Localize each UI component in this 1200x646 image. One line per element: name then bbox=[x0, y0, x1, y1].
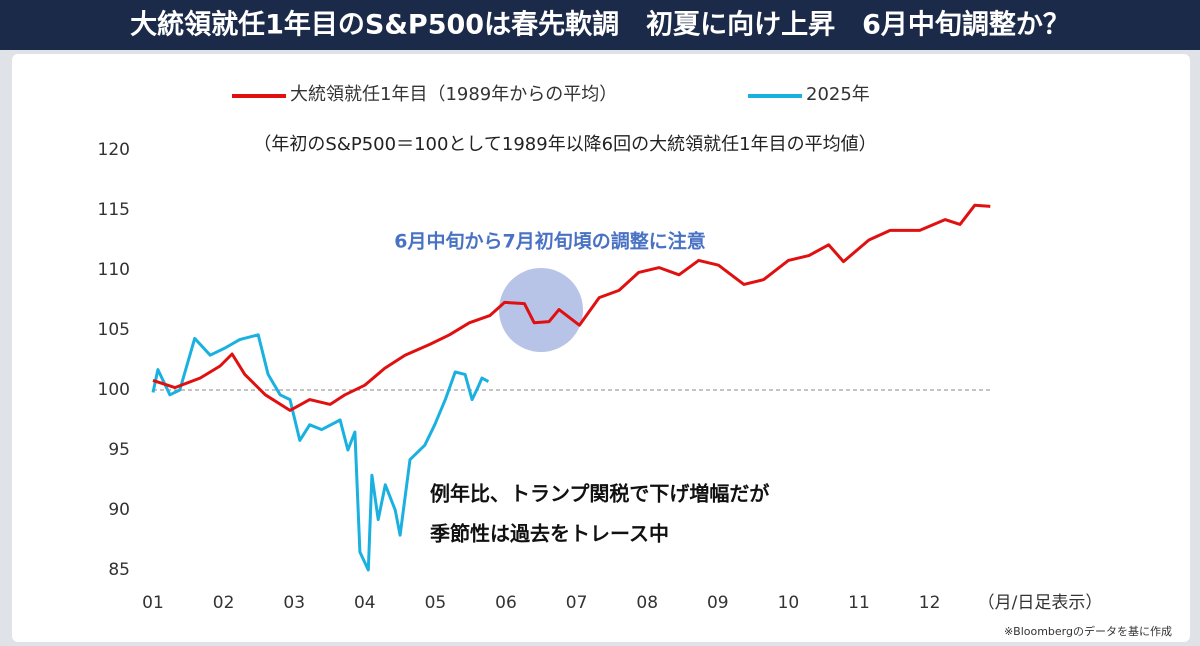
x-tick-label: 03 bbox=[283, 593, 305, 613]
x-tick-label: 10 bbox=[778, 593, 800, 613]
y-tick-label: 110 bbox=[98, 260, 130, 280]
x-tick-label: 02 bbox=[213, 593, 235, 613]
y-tick-label: 85 bbox=[108, 560, 130, 580]
x-tick-label: 07 bbox=[566, 593, 588, 613]
line-series bbox=[152, 203, 991, 412]
x-tick-label: 06 bbox=[495, 593, 517, 613]
line-series bbox=[151, 333, 490, 572]
subtitle: （年初のS&P500＝100として1989年以降6回の大統領就任1年目の平均値） bbox=[253, 134, 876, 155]
source: ※Bloombergのデータを基に作成 bbox=[1004, 624, 1172, 638]
plot-panel bbox=[12, 54, 1190, 642]
annotation: 例年比、トランプ関税で下げ増幅だが bbox=[430, 482, 769, 506]
annotation: 6月中旬から7月初旬頃の調整に注意 bbox=[394, 230, 705, 253]
x-axis-label: （月/日足表示） bbox=[978, 593, 1103, 613]
y-tick-label: 120 bbox=[98, 140, 130, 160]
x-tick-label: 11 bbox=[848, 593, 870, 613]
annotation: 季節性は過去をトレース中 bbox=[429, 522, 669, 546]
y-tick-label: 90 bbox=[108, 500, 130, 520]
highlight-circle bbox=[499, 268, 583, 352]
y-tick-label: 100 bbox=[98, 380, 130, 400]
legend-label: 大統領就任1年目（1989年からの平均） bbox=[290, 84, 617, 105]
x-tick-label: 05 bbox=[425, 593, 447, 613]
title-bar bbox=[0, 0, 1200, 50]
legend-label: 2025年 bbox=[806, 84, 870, 105]
x-tick-label: 12 bbox=[919, 593, 941, 613]
x-tick-label: 04 bbox=[354, 593, 376, 613]
chart-title: 大統領就任1年目のS&P500は春先軟調 初夏に向け上昇 6月中旬調整か？ bbox=[130, 9, 1070, 41]
y-tick-label: 95 bbox=[108, 440, 130, 460]
x-tick-label: 01 bbox=[142, 593, 164, 613]
y-tick-label: 105 bbox=[98, 320, 130, 340]
x-tick-label: 09 bbox=[707, 593, 729, 613]
y-tick-label: 115 bbox=[98, 200, 130, 220]
x-tick-label: 08 bbox=[636, 593, 658, 613]
